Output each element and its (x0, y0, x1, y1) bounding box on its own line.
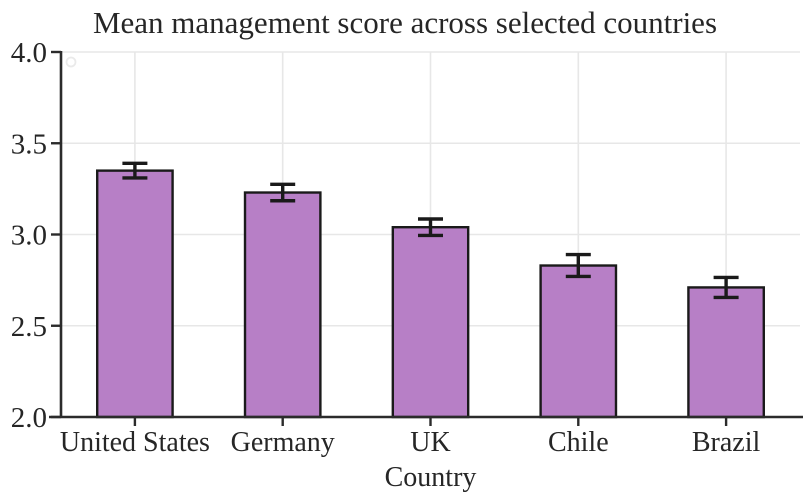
y-tick-label: 2.5 (11, 311, 47, 343)
chart-title: Mean management score across selected co… (92, 5, 718, 40)
y-tick-label: 3.5 (11, 128, 47, 160)
bar-uk (391, 225, 470, 419)
bar-germany (243, 191, 322, 419)
x-axis-label: Country (385, 462, 477, 493)
faint-ring-artifact (65, 56, 77, 68)
bar-chile (539, 264, 618, 419)
y-tick-label: 2.0 (11, 402, 47, 434)
bar-united-states (96, 169, 174, 419)
y-tick-label: 3.0 (11, 220, 47, 252)
x-tick-label: UK (410, 427, 450, 458)
x-tick-label: Chile (548, 427, 609, 458)
y-tick-label: 4.0 (11, 37, 47, 69)
x-tick-label: Brazil (692, 427, 761, 458)
x-tick-label: United States (60, 427, 210, 458)
x-tick-label: Germany (231, 427, 335, 458)
bar-brazil (687, 286, 765, 419)
